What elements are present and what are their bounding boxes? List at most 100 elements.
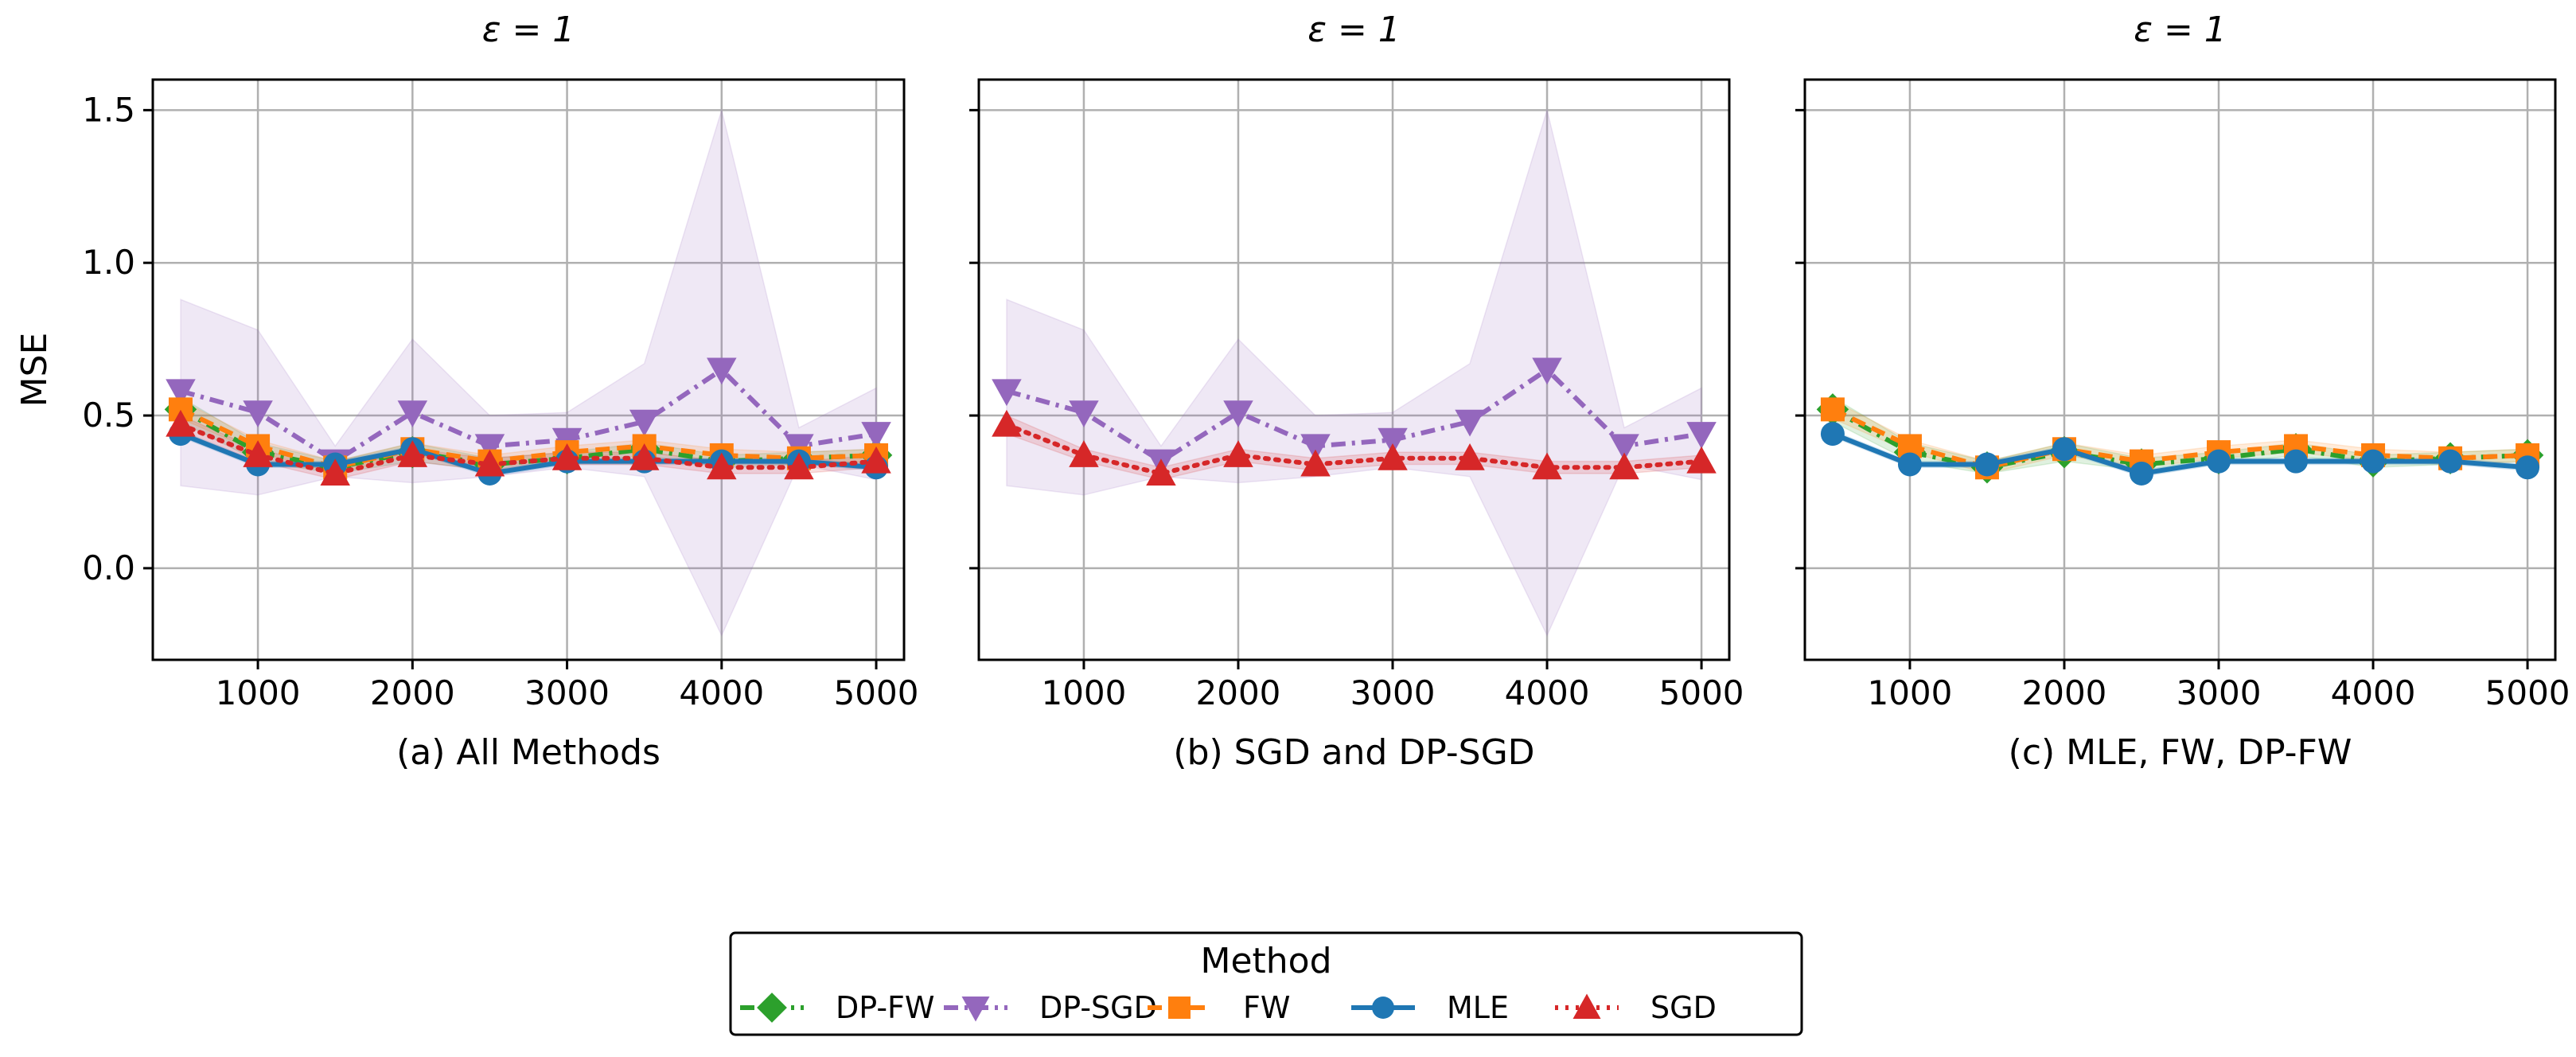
point-dp-sgd <box>1300 434 1331 462</box>
x-tick-label: 5000 <box>1659 673 1744 712</box>
x-axis-label: (c) MLE, FW, DP-FW <box>2009 732 2352 773</box>
x-tick-label: 4000 <box>679 673 764 712</box>
x-tick-label: 4000 <box>2331 673 2416 712</box>
point-dp-sgd <box>1532 357 1562 385</box>
point-mle <box>2361 449 2386 474</box>
point-sgd <box>1455 443 1485 470</box>
point-dp-sgd <box>1223 400 1253 427</box>
legend-label-fw: FW <box>1243 990 1290 1025</box>
point-sgd <box>1300 449 1331 477</box>
x-tick-label: 5000 <box>834 673 919 712</box>
series-line-sgd <box>177 422 879 477</box>
x-tick-label: 3000 <box>2177 673 2262 712</box>
legend-box <box>729 931 1803 1036</box>
series-line-dp-sgd <box>1006 366 1702 465</box>
point-mle <box>1897 452 1922 477</box>
point-mle <box>1974 452 1999 477</box>
legend-marker-mle <box>1372 997 1394 1019</box>
point-sgd <box>551 443 583 470</box>
point-mle <box>2207 449 2231 474</box>
x-axis-label: (b) SGD and DP-SGD <box>1173 732 1534 773</box>
point-sgd <box>1223 440 1253 467</box>
point-sgd <box>397 440 428 467</box>
point-sgd <box>1609 452 1639 480</box>
point-dp-sgd <box>1378 427 1408 455</box>
legend-label-sgd: SGD <box>1650 990 1717 1025</box>
point-mle <box>2438 449 2463 474</box>
legend-label-dp-fw: DP-FW <box>836 990 934 1025</box>
legend-marker-fw <box>1168 997 1191 1019</box>
panel-all-methods: ε = 1 1000 2000 3000 4000 5000 0.0 0.5 1.0 1.5 (… <box>14 10 918 773</box>
point-dp-sgd <box>166 379 196 407</box>
series-line-dp-sgd <box>180 366 877 465</box>
point-sgd <box>1069 440 1099 467</box>
axes-frame <box>1803 78 2557 661</box>
band-dp-sgd <box>180 107 877 638</box>
x-tick-label: 1000 <box>216 673 301 712</box>
panel-title: ε = 1 <box>482 10 575 50</box>
legend-marker-dp-fw <box>757 993 787 1023</box>
series-line-sgd <box>1004 422 1705 477</box>
y-tick-label: 0.5 <box>82 396 135 435</box>
axes-frame <box>151 78 906 661</box>
y-tick-label: 1.0 <box>82 243 135 282</box>
legend-label-dp-sgd: DP-SGD <box>1039 990 1157 1025</box>
point-dp-sgd <box>1069 400 1099 427</box>
point-dp-sgd <box>1455 409 1485 437</box>
point-sgd <box>1146 458 1176 486</box>
x-tick-label: 2000 <box>370 673 455 712</box>
point-sgd <box>784 452 814 480</box>
x-tick-label: 3000 <box>1350 673 1436 712</box>
legend-title: Method <box>1200 941 1331 981</box>
x-tick-label: 3000 <box>524 673 610 712</box>
x-tick-label: 1000 <box>1867 673 1952 712</box>
legend-marker-dp-sgd <box>961 997 990 1022</box>
point-sgd <box>243 440 273 467</box>
legend-entry-dp-fw: DP-FW <box>740 990 934 1025</box>
point-dp-sgd <box>1609 434 1639 462</box>
point-sgd <box>320 458 350 486</box>
y-tick-label: 1.5 <box>82 90 135 129</box>
point-dp-sgd <box>992 379 1022 407</box>
x-tick-label: 1000 <box>1041 673 1126 712</box>
point-dp-sgd <box>707 357 737 385</box>
band-dp-sgd <box>1006 107 1702 638</box>
point-fw <box>1820 397 1845 422</box>
point-dp-sgd <box>861 422 891 449</box>
y-axis-label: MSE <box>14 333 55 408</box>
panel-title: ε = 1 <box>1307 10 1401 50</box>
legend-marker-sgd <box>1572 993 1601 1019</box>
panel-title: ε = 1 <box>2134 10 2227 50</box>
legend: Method DP-FW DP-SGD FW MLE SGD <box>729 931 1803 1036</box>
point-sgd <box>474 449 505 477</box>
axes-frame <box>977 78 1731 661</box>
panel-mle-fw-dpfw: ε = 1 1000 2000 3000 4000 5000 (c) MLE, FW, … <box>1795 10 2570 773</box>
point-sgd <box>629 443 660 470</box>
legend-entry-sgd: SGD <box>1555 990 1717 1025</box>
point-sgd <box>1686 446 1717 474</box>
x-tick-label: 4000 <box>1505 673 1590 712</box>
x-tick-label: 2000 <box>2022 673 2107 712</box>
point-sgd <box>1532 452 1562 480</box>
point-sgd <box>992 409 1022 437</box>
panel-sgd-dpsgd: ε = 1 1000 2000 3000 4000 5000 (b) SGD and D… <box>969 10 1744 773</box>
x-axis-label: (a) All Methods <box>396 732 661 773</box>
point-dp-sgd <box>243 400 273 427</box>
series-line-mle <box>1831 431 2528 477</box>
x-tick-label: 5000 <box>2485 673 2570 712</box>
legend-entry-mle: MLE <box>1351 990 1509 1025</box>
point-mle <box>2129 461 2153 486</box>
point-mle <box>2052 437 2076 462</box>
x-tick-label: 2000 <box>1196 673 1281 712</box>
point-sgd <box>1378 443 1408 470</box>
legend-entry-fw: FW <box>1148 990 1290 1025</box>
point-dp-sgd <box>629 409 660 437</box>
y-tick-label: 0.0 <box>82 548 135 587</box>
point-sgd <box>861 446 891 474</box>
point-sgd <box>707 452 737 480</box>
point-dp-sgd <box>474 434 505 462</box>
legend-entry-dp-sgd: DP-SGD <box>944 990 1157 1025</box>
point-mle <box>2516 455 2540 480</box>
point-sgd <box>166 409 196 437</box>
